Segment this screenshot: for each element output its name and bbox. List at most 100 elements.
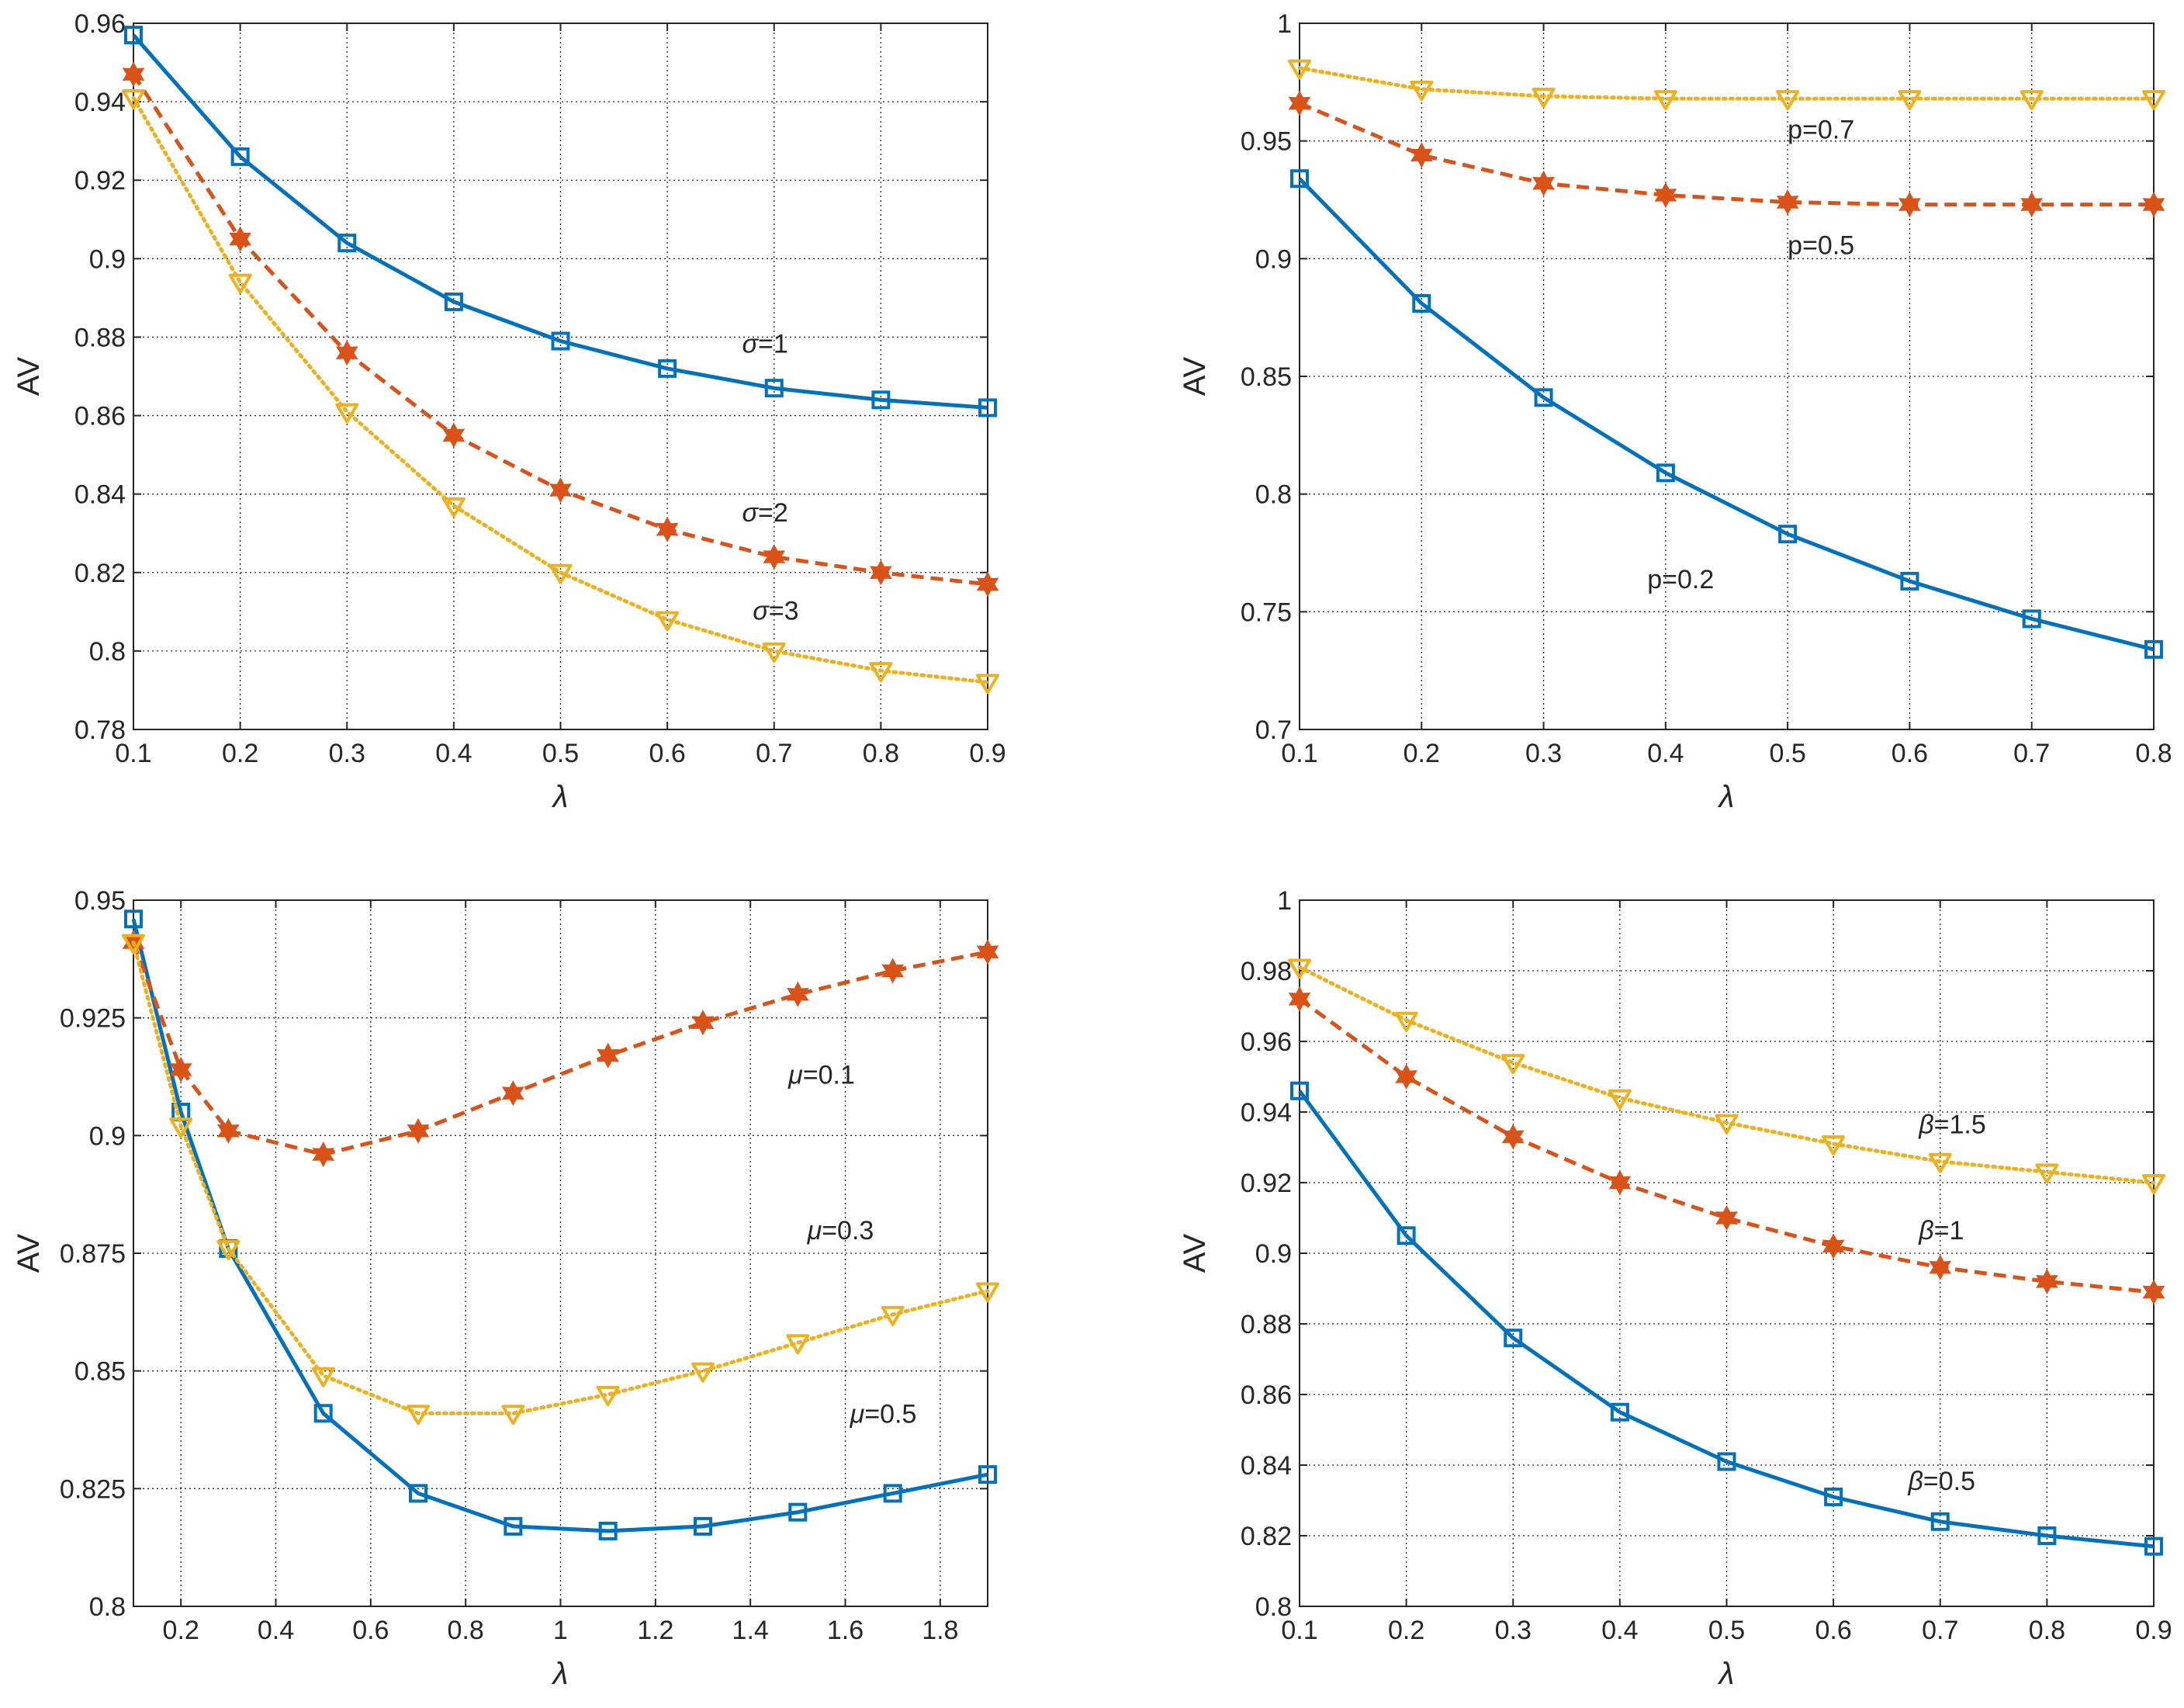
marker-square <box>1290 169 1309 189</box>
marker-triangle-down <box>976 1282 999 1303</box>
series-annotation: β=1 <box>1918 1216 1964 1245</box>
y-tick-label: 0.82 <box>74 559 126 588</box>
marker-square <box>871 390 891 410</box>
marker-triangle-down <box>549 563 573 584</box>
marker-square <box>337 234 357 253</box>
series-orange <box>122 61 999 598</box>
series-blue <box>1290 1081 2163 1556</box>
marker-square <box>124 909 143 929</box>
marker-square <box>2144 639 2163 659</box>
y-tick-label: 0.825 <box>60 1474 126 1504</box>
series-line <box>1297 66 2156 101</box>
x-tick-label: 0.7 <box>756 739 792 768</box>
marker-square <box>788 1502 808 1522</box>
x-tick-label: 0.5 <box>1708 1616 1745 1645</box>
marker-hexagram <box>1898 192 1921 218</box>
marker-triangle-down <box>1898 90 1922 111</box>
marker-triangle-down <box>169 1117 193 1138</box>
x-tick-label: 0.6 <box>1815 1616 1851 1645</box>
series-annotation: σ=1 <box>742 330 787 359</box>
annotation-value: =1.5 <box>1934 1110 1986 1139</box>
x-tick-label: 0.3 <box>1525 739 1562 768</box>
y-axis-label: AV <box>12 356 46 396</box>
chart-panel-2: 0.1 0.2 0.3 0.4 0.5 0.6 0.7 0.8 0.7 0.75 0.8 0.85 0.… <box>1178 9 2172 814</box>
marker-triangle-down <box>596 1386 620 1406</box>
series-annotation: μ=0.3 <box>807 1216 874 1245</box>
marker-hexagram <box>1395 1063 1417 1090</box>
series-annotation: β=1.5 <box>1918 1110 1986 1139</box>
series-line <box>131 95 990 684</box>
x-tick-label: 0.8 <box>448 1616 484 1645</box>
y-tick-label: 0.92 <box>1241 1169 1292 1198</box>
y-tick-label: 0.84 <box>1241 1451 1292 1481</box>
series-annotation: σ=3 <box>753 596 798 625</box>
chart-panel-1: 0.1 0.2 0.3 0.4 0.5 0.6 0.7 0.8 0.9 0.78 0.8 0.82 0.… <box>12 9 1006 814</box>
marker-triangle-down <box>335 403 359 424</box>
marker-triangle-down <box>1608 1089 1632 1110</box>
marker-square <box>230 147 250 166</box>
x-tick-label: 0.9 <box>969 739 1005 768</box>
marker-square <box>1290 1081 1309 1100</box>
series-blue <box>124 26 997 417</box>
x-tick-label: 0.4 <box>1601 1616 1638 1645</box>
marker-square <box>504 1516 523 1536</box>
marker-triangle-down <box>2142 1174 2165 1194</box>
series-line <box>1297 1090 2155 1549</box>
marker-square <box>1778 525 1798 544</box>
series-annotation: μ=0.5 <box>850 1399 917 1429</box>
x-tick-label: 1.2 <box>637 1616 673 1645</box>
x-tick-label: 0.9 <box>2135 1616 2172 1645</box>
marker-square <box>1656 463 1675 483</box>
marker-hexagram <box>335 340 358 366</box>
annotation-value: =0.5 <box>1923 1467 1975 1496</box>
x-tick-label: 0.4 <box>258 1616 294 1645</box>
marker-hexagram <box>169 1056 192 1083</box>
y-tick-label: 0.85 <box>1241 362 1292 392</box>
marker-triangle-down <box>786 1334 810 1355</box>
y-tick-label: 0.88 <box>1241 1310 1292 1339</box>
marker-triangle-down <box>122 89 145 110</box>
series-annotation: β=0.5 <box>1907 1467 1975 1496</box>
marker-square <box>2037 1526 2057 1545</box>
y-tick-label: 1 <box>1277 9 1292 39</box>
series-yellow <box>122 934 999 1426</box>
marker-hexagram <box>2142 191 2165 218</box>
marker-hexagram <box>501 1080 524 1107</box>
series-line <box>131 941 990 1415</box>
marker-square <box>658 359 677 378</box>
marker-triangle-down <box>1653 90 1677 111</box>
x-axis-label: λ <box>552 780 569 814</box>
x-tick-label: 1.6 <box>827 1616 864 1645</box>
x-tick-label: 0.5 <box>542 739 579 768</box>
marker-square <box>883 1484 902 1503</box>
x-axis-label: λ <box>1718 780 1735 814</box>
series-annotation: σ=2 <box>742 498 787 528</box>
y-tick-label: 0.92 <box>74 166 126 196</box>
x-tick-label: 1.4 <box>732 1616 769 1645</box>
marker-triangle-down <box>881 1305 905 1326</box>
marker-triangle-down <box>691 1362 715 1383</box>
marker-triangle-down <box>656 611 680 632</box>
marker-triangle-down <box>1501 1054 1525 1075</box>
marker-square <box>1534 388 1553 407</box>
marker-hexagram <box>1715 1204 1738 1232</box>
annotation-symbol: β <box>1907 1467 1923 1496</box>
x-tick-label: 0.8 <box>2029 1616 2065 1645</box>
x-tick-label: 0.2 <box>163 1616 199 1645</box>
marker-hexagram <box>870 560 892 586</box>
annotation-value: p=0.2 <box>1647 565 1714 594</box>
annotation-symbol: β <box>1918 1110 1933 1139</box>
x-tick-label: 0.6 <box>649 739 685 768</box>
annotation-symbol: β <box>1918 1216 1933 1245</box>
marker-hexagram <box>881 958 905 984</box>
marker-hexagram <box>229 226 251 252</box>
marker-triangle-down <box>1532 88 1556 109</box>
marker-hexagram <box>216 1117 240 1144</box>
marker-hexagram <box>786 981 809 1007</box>
marker-hexagram <box>1608 1169 1632 1196</box>
marker-square <box>551 331 570 351</box>
y-tick-label: 0.8 <box>1255 1592 1292 1622</box>
y-tick-label: 0.94 <box>1241 1098 1292 1128</box>
x-tick-label: 0.1 <box>115 739 151 768</box>
y-tick-label: 0.86 <box>74 402 126 431</box>
